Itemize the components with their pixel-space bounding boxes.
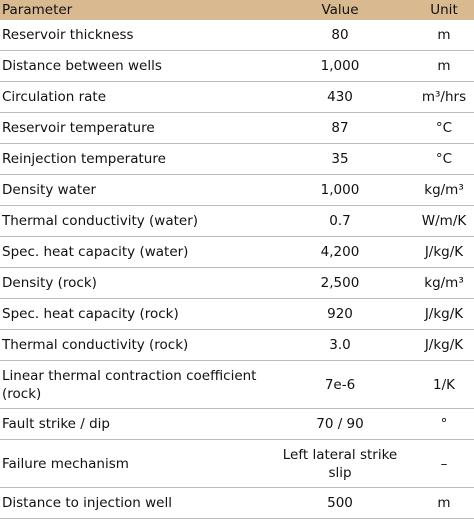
table-cell: kg/m³ <box>410 174 474 206</box>
table-row: Density (rock) 2,500 kg/m³ <box>0 267 474 299</box>
table-cell: W/m/K <box>410 205 474 237</box>
table-cell: 35 <box>270 143 410 175</box>
table-cell: Distance between wells <box>0 50 270 82</box>
table-cell: Distance to injection well <box>0 487 270 519</box>
table-cell: Density water <box>0 174 270 206</box>
header-cell: Parameter <box>0 0 270 20</box>
table-cell: 1,000 <box>270 50 410 82</box>
table-cell: 7e-6 <box>270 360 410 409</box>
table-cell: 920 <box>270 298 410 330</box>
table-row: Thermal conductivity (rock) 3.0 J/kg/K <box>0 329 474 361</box>
table-cell: Circulation rate <box>0 81 270 113</box>
header-cell: Unit <box>410 0 474 20</box>
table-cell: 1,000 <box>270 174 410 206</box>
table-cell: 430 <box>270 81 410 113</box>
table-cell: 70 / 90 <box>270 408 410 440</box>
table-row: Reinjection temperature 35 °C <box>0 143 474 175</box>
table-cell: 500 <box>270 487 410 519</box>
table-cell: m <box>410 487 474 519</box>
table-cell: Reservoir thickness <box>0 20 270 51</box>
table-cell: 4,200 <box>270 236 410 268</box>
table-cell: – <box>410 439 474 488</box>
table-body: Reservoir thickness 80 m Distance between w… <box>0 20 474 519</box>
table-cell: m <box>410 20 474 51</box>
table-cell: °C <box>410 143 474 175</box>
table-row: Fault strike / dip 70 / 90 ° <box>0 408 474 440</box>
table-cell: J/kg/K <box>410 329 474 361</box>
table-cell: Thermal conductivity (rock) <box>0 329 270 361</box>
table-row: Spec. heat capacity (water) 4,200 J/kg/K <box>0 236 474 268</box>
table-row: Thermal conductivity (water) 0.7 W/m/K <box>0 205 474 237</box>
table-cell: 2,500 <box>270 267 410 299</box>
table-cell: kg/m³ <box>410 267 474 299</box>
table-cell: Spec. heat capacity (water) <box>0 236 270 268</box>
header-row: Parameter Value Unit <box>0 0 474 20</box>
table-cell: Density (rock) <box>0 267 270 299</box>
table-row: Density water 1,000 kg/m³ <box>0 174 474 206</box>
table-cell: Fault strike / dip <box>0 408 270 440</box>
table-cell: Reinjection temperature <box>0 143 270 175</box>
table-cell: Reservoir temperature <box>0 112 270 144</box>
table-cell: 87 <box>270 112 410 144</box>
table-cell: Linear thermal contraction coefficient (… <box>0 360 270 409</box>
table-cell: 3.0 <box>270 329 410 361</box>
table-cell: ° <box>410 408 474 440</box>
table-cell: 80 <box>270 20 410 51</box>
table-cell: Spec. heat capacity (rock) <box>0 298 270 330</box>
table-cell: J/kg/K <box>410 298 474 330</box>
table-cell: Thermal conductivity (water) <box>0 205 270 237</box>
table-row: Linear thermal contraction coefficient (… <box>0 360 474 409</box>
header-cell: Value <box>270 0 410 20</box>
table-row: Distance to injection well 500 m <box>0 487 474 519</box>
table-cell: Failure mechanism <box>0 439 270 488</box>
table-cell: J/kg/K <box>410 236 474 268</box>
table-header: Parameter Value Unit <box>0 0 474 20</box>
table-cell: 1/K <box>410 360 474 409</box>
table-row: Reservoir thickness 80 m <box>0 20 474 51</box>
table-row: Circulation rate 430 m³/hrs <box>0 81 474 113</box>
table-cell: 0.7 <box>270 205 410 237</box>
table-row: Distance between wells 1,000 m <box>0 50 474 82</box>
table-row: Spec. heat capacity (rock) 920 J/kg/K <box>0 298 474 330</box>
table-cell: m³/hrs <box>410 81 474 113</box>
table-cell: m <box>410 50 474 82</box>
table-row: Reservoir temperature 87 °C <box>0 112 474 144</box>
table-cell: °C <box>410 112 474 144</box>
table-row: Failure mechanism Left lateral strike sli… <box>0 439 474 488</box>
table-cell: Left lateral strike slip <box>270 439 410 488</box>
